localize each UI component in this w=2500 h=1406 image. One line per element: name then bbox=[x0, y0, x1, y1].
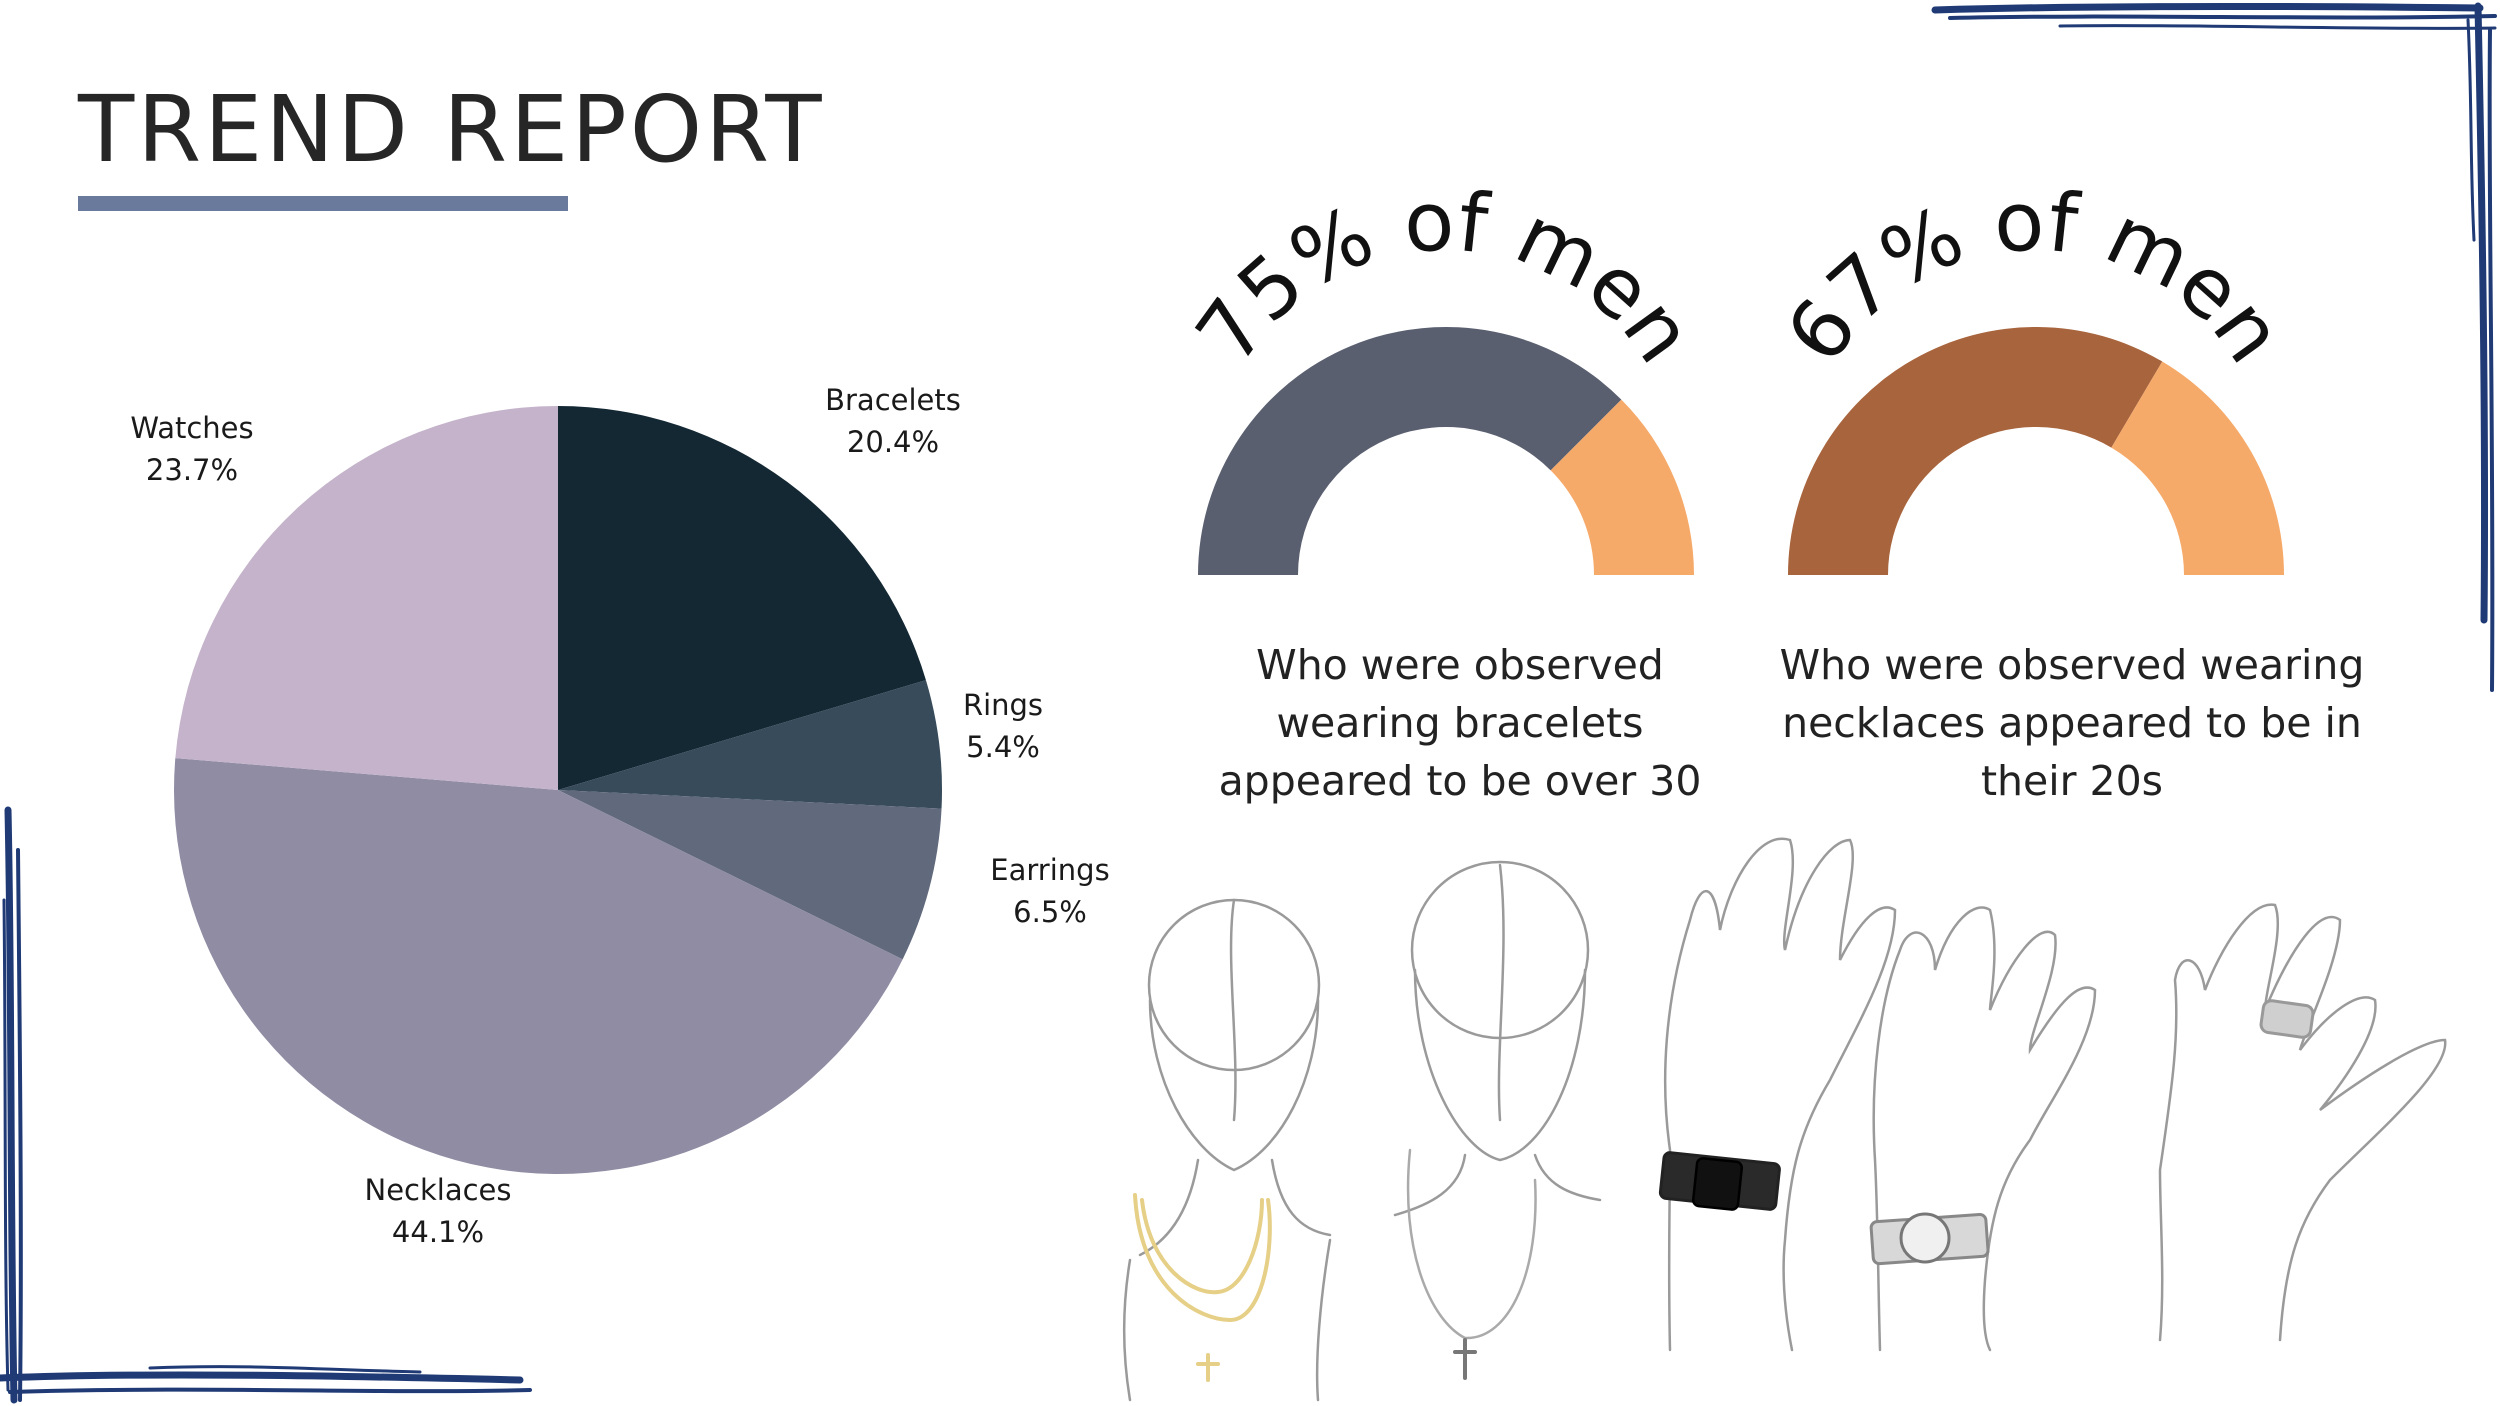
pie-value-label-rings: 5.4% bbox=[966, 730, 1040, 764]
pie-label-necklaces: Necklaces bbox=[365, 1173, 512, 1207]
gauge-2-caption-line: necklaces appeared to be in bbox=[1782, 699, 2362, 747]
pie-slice-necklaces bbox=[174, 758, 903, 1174]
gauge-2-caption-line: Who were observed wearing bbox=[1779, 641, 2365, 689]
gauge-1-filled-segment bbox=[1198, 327, 1622, 575]
pie-slice-earrings bbox=[558, 790, 942, 960]
gauge-1-remaining-segment bbox=[1550, 399, 1694, 575]
gauge-2-caption: Who were observed wearing necklaces appe… bbox=[1762, 636, 2382, 810]
gauge-1-caption-line: appeared to be over 30 bbox=[1218, 757, 1702, 805]
head-with-gold-chain-sketch bbox=[1122, 898, 1332, 1402]
pie-value-label-bracelets: 20.4% bbox=[847, 425, 939, 459]
hand-with-watch-sketch bbox=[1869, 906, 2097, 1352]
gauge-2-caption-line: their 20s bbox=[1980, 757, 2164, 805]
bottom-left-scribble-border bbox=[0, 806, 532, 1404]
page-title: TREND REPORT bbox=[78, 76, 825, 183]
gauge-2-filled-segment bbox=[1788, 327, 2163, 575]
pie-label-watches: Watches bbox=[130, 411, 253, 445]
pie-value-label-necklaces: 44.1% bbox=[392, 1215, 484, 1249]
gauge-1-caption-line: Who were observed bbox=[1256, 641, 1664, 689]
top-right-scribble-border bbox=[1931, 2, 2497, 692]
jewelry-pie-chart: Bracelets 20.4% Rings 5.4% Earrings 6.5% Neckl… bbox=[130, 383, 1109, 1249]
necklaces-age-gauge bbox=[1788, 327, 2284, 575]
pie-label-rings: Rings bbox=[963, 688, 1043, 722]
pie-slice-watches bbox=[175, 406, 558, 790]
head-with-cross-necklace-sketch bbox=[1393, 860, 1602, 1380]
pie-value-label-earrings: 6.5% bbox=[1013, 895, 1087, 929]
gauge-1-caption-line: wearing bracelets bbox=[1276, 699, 1644, 747]
pie-slice-rings bbox=[558, 680, 942, 809]
jewelry-sketch-illustrations bbox=[1122, 837, 2447, 1402]
gauge-1-caption: Who were observed wearing bracelets appe… bbox=[1200, 636, 1720, 810]
title-underline bbox=[78, 196, 568, 211]
pie-label-earrings: Earrings bbox=[990, 853, 1109, 887]
pie-slice-bracelets bbox=[558, 406, 926, 790]
hand-with-ring-sketch bbox=[2158, 903, 2447, 1342]
hand-with-black-bracelet-sketch bbox=[1658, 837, 1897, 1352]
pie-label-bracelets: Bracelets bbox=[825, 383, 961, 417]
pie-value-label-watches: 23.7% bbox=[146, 453, 238, 487]
bracelets-age-gauge bbox=[1198, 327, 1694, 575]
gauge-2-remaining-segment bbox=[2111, 361, 2284, 575]
